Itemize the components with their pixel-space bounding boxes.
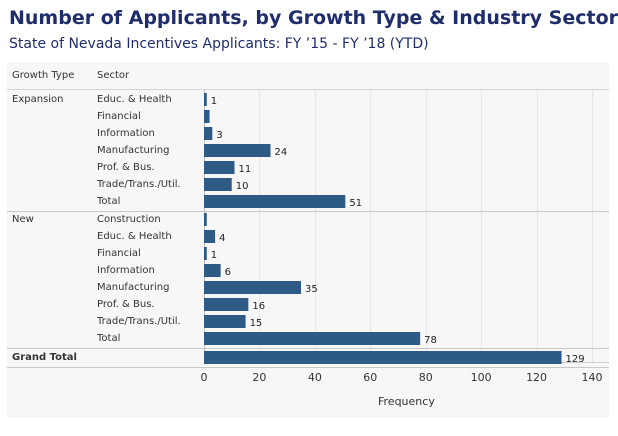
x-tick-label: 80 <box>419 371 433 384</box>
bar-expansion-trade-trans-util- <box>204 178 232 191</box>
sector-label-expansion-educ-health: Educ. & Health <box>97 94 172 105</box>
data-label-expansion-educ-health: 1 <box>211 96 217 107</box>
data-label-expansion-prof-bus-: 11 <box>238 164 251 175</box>
bar-expansion-educ-health <box>204 93 207 106</box>
bar-new-manufacturing <box>204 281 301 294</box>
data-label-new-financial: 1 <box>211 250 217 261</box>
x-tick-label: 0 <box>201 371 208 384</box>
x-tick-label: 120 <box>526 371 547 384</box>
x-tick-label: 60 <box>363 371 377 384</box>
data-label-expansion-information: 3 <box>216 130 222 141</box>
data-label-grand-total: 129 <box>566 354 585 365</box>
sector-label-expansion-manufacturing: Manufacturing <box>97 145 170 156</box>
data-label-new-total: 78 <box>424 335 437 346</box>
data-label-expansion-manufacturing: 24 <box>275 147 288 158</box>
sector-label-expansion-information: Information <box>97 128 155 139</box>
data-label-expansion-trade-trans-util-: 10 <box>236 181 249 192</box>
bar-new-total <box>204 332 421 345</box>
sector-label-expansion-prof-bus-: Prof. & Bus. <box>97 162 155 173</box>
data-label-new-trade-trans-util-: 15 <box>250 318 263 329</box>
bar-new-prof-bus- <box>204 298 249 311</box>
data-label-new-prof-bus-: 16 <box>252 301 265 312</box>
growth-type-expansion: Expansion <box>12 94 64 105</box>
x-tick-label: 140 <box>582 371 603 384</box>
bar-expansion-financial <box>204 110 210 123</box>
bar-new-information <box>204 264 221 277</box>
sector-label-new-construction: Construction <box>97 214 161 225</box>
chart-subtitle: State of Nevada Incentives Applicants: F… <box>9 36 429 52</box>
bar-grand-total <box>204 351 562 364</box>
bar-new-construction <box>204 213 207 226</box>
x-tick-label: 40 <box>308 371 322 384</box>
x-axis-title: Frequency <box>378 395 435 408</box>
grand-total-label: Grand Total <box>12 352 77 363</box>
chart-title: Number of Applicants, by Growth Type & I… <box>9 7 618 29</box>
bar-expansion-total <box>204 195 346 208</box>
data-label-new-information: 6 <box>225 267 231 278</box>
bar-new-educ-health <box>204 230 216 243</box>
sector-label-new-financial: Financial <box>97 248 141 259</box>
bar-expansion-manufacturing <box>204 144 271 157</box>
bar-new-trade-trans-util- <box>204 315 246 328</box>
sector-label-new-trade-trans-util-: Trade/Trans./Util. <box>97 316 181 327</box>
bar-new-financial <box>204 247 207 260</box>
bar-expansion-prof-bus- <box>204 161 235 174</box>
sector-label-new-educ-health: Educ. & Health <box>97 231 172 242</box>
x-tick-label: 100 <box>471 371 492 384</box>
sector-label-expansion-trade-trans-util-: Trade/Trans./Util. <box>97 179 181 190</box>
sector-label-new-total: Total <box>97 333 121 344</box>
data-label-new-educ-health: 4 <box>219 233 225 244</box>
data-label-new-manufacturing: 35 <box>305 284 318 295</box>
x-tick-label: 20 <box>252 371 266 384</box>
sector-label-new-manufacturing: Manufacturing <box>97 282 170 293</box>
growth-type-header: Growth Type <box>12 70 75 81</box>
sector-header: Sector <box>97 70 130 81</box>
bar-expansion-information <box>204 127 213 140</box>
sector-label-expansion-total: Total <box>97 196 121 207</box>
sector-label-new-information: Information <box>97 265 155 276</box>
growth-type-new: New <box>12 214 34 225</box>
sector-label-expansion-financial: Financial <box>97 111 141 122</box>
data-label-expansion-total: 51 <box>349 198 362 209</box>
sector-label-new-prof-bus-: Prof. & Bus. <box>97 299 155 310</box>
